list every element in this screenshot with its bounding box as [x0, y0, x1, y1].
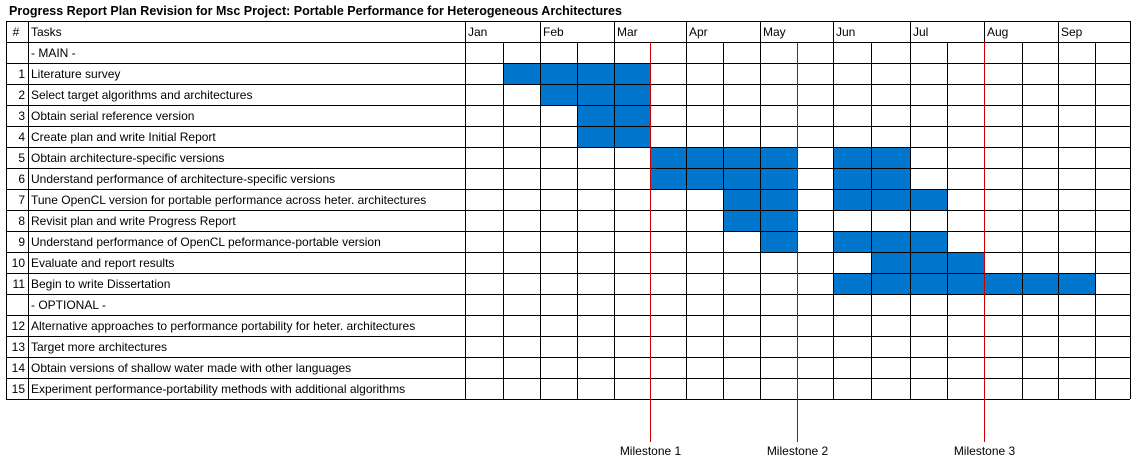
gantt-bar-cell	[760, 168, 797, 189]
month-label: Apr	[689, 25, 708, 39]
gantt-bar-cell	[871, 231, 910, 252]
task-index: 7	[18, 193, 25, 207]
gantt-bar-cell	[540, 84, 577, 105]
gantt-bar-cell	[910, 231, 947, 252]
task-index: 8	[18, 214, 25, 228]
gantt-bar-cell	[650, 168, 686, 189]
task-index: 10	[12, 256, 26, 270]
gantt-bar-cell	[686, 147, 723, 168]
chart-title: Progress Report Plan Revision for Msc Pr…	[9, 4, 622, 18]
milestone-layer: Milestone 1 Milestone 2 Milestone 3	[620, 42, 1016, 458]
gantt-bar-cell	[723, 189, 760, 210]
milestone-label: Milestone 3	[954, 444, 1016, 458]
task-index: 11	[13, 277, 26, 291]
gantt-bar-cell	[614, 84, 650, 105]
task-label: Create plan and write Initial Report	[31, 130, 216, 144]
task-index: 3	[18, 109, 25, 123]
tasks-header: Tasks	[31, 25, 62, 39]
gantt-bar-cell	[947, 252, 984, 273]
gantt-bar-cell	[577, 105, 614, 126]
milestone-label: Milestone 1	[620, 444, 682, 458]
task-label: Begin to write Dissertation	[31, 277, 170, 291]
gantt-bar-cell	[760, 231, 797, 252]
task-index: 4	[18, 130, 25, 144]
gantt-bar-cell	[614, 105, 650, 126]
gantt-bar-cell	[577, 126, 614, 147]
gantt-bar-cell	[614, 63, 650, 84]
gantt-bar-cell	[723, 168, 760, 189]
gantt-bar-cell	[833, 273, 871, 294]
task-index: 15	[12, 382, 26, 396]
gantt-bar-cell	[540, 63, 577, 84]
task-index: 13	[12, 340, 26, 354]
month-label: May	[763, 25, 786, 39]
task-label: Experiment performance-portability metho…	[31, 382, 405, 396]
task-index: 1	[18, 67, 25, 81]
task-label: Obtain serial reference version	[31, 109, 194, 123]
grid-layer	[6, 21, 1131, 400]
month-label: Mar	[617, 25, 638, 39]
gantt-bar-cell	[871, 273, 910, 294]
gantt-bar-cell	[947, 273, 984, 294]
month-label: Feb	[543, 25, 564, 39]
gantt-bar-cell	[833, 147, 871, 168]
gantt-bar-cell	[871, 168, 910, 189]
gantt-bar-cell	[686, 168, 723, 189]
milestone-label: Milestone 2	[767, 444, 829, 458]
task-label: Alternative approaches to performance po…	[31, 319, 415, 333]
month-label: Jun	[836, 25, 855, 39]
section-label: - OPTIONAL -	[31, 298, 106, 312]
label-layer: # Tasks Jan Feb Mar Apr May Jun Jul Aug Sep - MAI…	[12, 25, 1083, 396]
task-index: 14	[12, 361, 26, 375]
task-label: Evaluate and report results	[31, 256, 174, 270]
task-label: Obtain architecture-specific versions	[31, 151, 224, 165]
gantt-bar-cell	[650, 147, 686, 168]
task-label: Understand performance of OpenCL peforma…	[31, 235, 381, 249]
month-label: Jan	[468, 25, 487, 39]
task-index: 9	[18, 235, 25, 249]
gantt-bar-cell	[910, 252, 947, 273]
gantt-bar-cell	[1022, 273, 1058, 294]
task-label: Obtain versions of shallow water made wi…	[31, 361, 351, 375]
month-label: Aug	[987, 25, 1008, 39]
gantt-bar-cell	[503, 63, 540, 84]
task-label: Select target algorithms and architectur…	[31, 88, 252, 102]
task-label: Target more architectures	[31, 340, 167, 354]
gantt-bar-cell	[1058, 273, 1095, 294]
task-label: Understand performance of architecture-s…	[31, 172, 335, 186]
gantt-bar-cell	[984, 273, 1022, 294]
task-index: 5	[18, 151, 25, 165]
task-index: 2	[18, 88, 25, 102]
section-label: - MAIN -	[31, 46, 76, 60]
gantt-bar-cell	[871, 147, 910, 168]
gantt-bar-cell	[760, 147, 797, 168]
gantt-bar-cell	[577, 84, 614, 105]
gantt-bar-cell	[760, 189, 797, 210]
task-label: Revisit plan and write Progress Report	[31, 214, 236, 228]
gantt-bar-cell	[833, 231, 871, 252]
gantt-bar-cell	[871, 189, 910, 210]
gantt-bar-cell	[614, 126, 650, 147]
task-label: Tune OpenCL version for portable perform…	[31, 193, 426, 207]
month-label: Jul	[913, 25, 928, 39]
task-index: 6	[18, 172, 25, 186]
gantt-bar-cell	[833, 189, 871, 210]
task-label: Literature survey	[31, 67, 120, 81]
gantt-bar-cell	[723, 147, 760, 168]
gantt-bar-cell	[833, 168, 871, 189]
gantt-bar-cell	[760, 210, 797, 231]
task-index: 12	[12, 319, 26, 333]
gantt-bar-cell	[910, 273, 947, 294]
gantt-bar-cell	[910, 189, 947, 210]
gantt-bar-cell	[871, 252, 910, 273]
index-header: #	[13, 25, 20, 39]
bar-layer	[503, 63, 1095, 294]
month-label: Sep	[1061, 25, 1083, 39]
gantt-bar-cell	[723, 210, 760, 231]
gantt-bar-cell	[577, 63, 614, 84]
